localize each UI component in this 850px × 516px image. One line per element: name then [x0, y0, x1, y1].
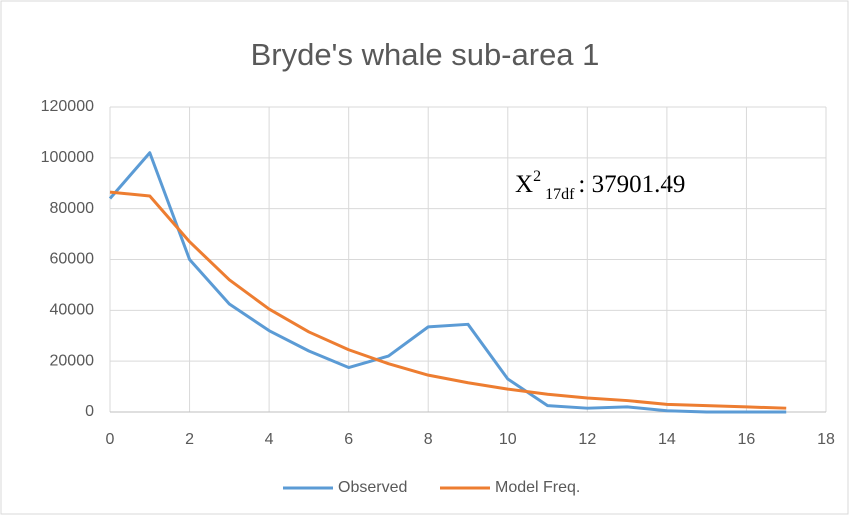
- x-tick-label: 18: [817, 431, 835, 448]
- annotation-base: X: [515, 171, 533, 198]
- x-tick-label: 10: [499, 431, 517, 448]
- series-line: [108, 151, 787, 414]
- series-line: [109, 190, 787, 410]
- x-tick-label: 8: [424, 431, 433, 448]
- x-tick-label: 0: [106, 431, 115, 448]
- annotation-sub: 17df: [545, 186, 575, 203]
- y-tick-label: 0: [85, 403, 94, 420]
- chart-title: Bryde's whale sub-area 1: [251, 37, 600, 72]
- legend-label: Observed: [338, 479, 407, 496]
- x-tick-label: 2: [185, 431, 194, 448]
- x-tick-label: 6: [344, 431, 353, 448]
- y-tick-label: 100000: [41, 149, 94, 166]
- y-tick-label: 20000: [50, 352, 95, 369]
- annotation-sup: 2: [533, 168, 541, 185]
- annotation-text: : 37901.49: [578, 171, 685, 198]
- y-tick-label: 60000: [50, 251, 95, 268]
- y-tick-label: 40000: [50, 302, 95, 319]
- legend-label: Model Freq.: [495, 479, 580, 496]
- annotation: X217df: 37901.49: [515, 168, 685, 203]
- y-tick-label: 80000: [50, 200, 95, 217]
- x-tick-label: 16: [738, 431, 756, 448]
- x-tick-label: 4: [265, 431, 274, 448]
- y-tick-label: 120000: [41, 98, 94, 115]
- x-tick-label: 12: [578, 431, 596, 448]
- x-tick-label: 14: [658, 431, 676, 448]
